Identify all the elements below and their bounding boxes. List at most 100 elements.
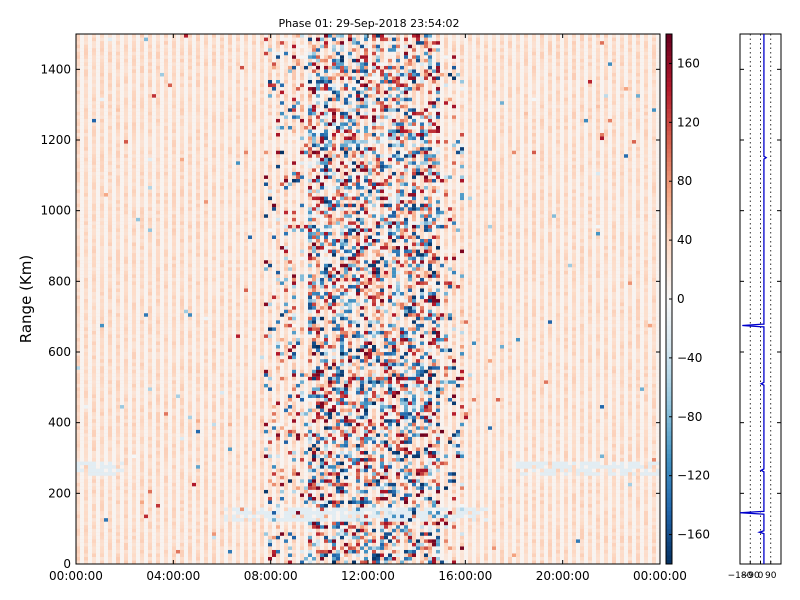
heatmap-cell [164,291,169,296]
heatmap-cell [156,235,161,239]
heatmap-cell [148,560,153,565]
heatmap-cell [76,330,81,335]
heatmap-cell [136,249,141,254]
heatmap-cell [156,518,161,522]
heatmap-cell [128,472,133,476]
heatmap-cell [120,214,125,218]
heatmap-cell [104,122,109,126]
heatmap-cell [92,450,97,455]
heatmap-cell [80,521,85,526]
heatmap-cell [168,83,173,88]
heatmap-cell [188,185,193,190]
heatmap-cell [156,132,161,137]
heatmap-cell [184,76,189,80]
heatmap-cell [144,48,149,52]
heatmap-cell [144,101,149,105]
heatmap-cell [164,433,169,437]
heatmap-cell [100,475,105,480]
heatmap-cell [204,546,209,550]
heatmap-cell [196,111,201,116]
heatmap-cell [92,125,97,130]
heatmap-cell [160,422,165,427]
heatmap-cell [176,115,181,119]
heatmap-cell [172,309,177,314]
heatmap-cell [112,546,117,550]
heatmap-cell [204,108,209,112]
heatmap-cell [136,429,141,434]
heatmap-cell [128,200,133,204]
heatmap-cell [96,489,101,494]
heatmap-cell [108,62,113,66]
heatmap-cell [140,426,145,430]
heatmap-cell [200,72,205,77]
heatmap-cell [92,465,97,469]
heatmap-cell [80,330,85,335]
heatmap-cell [172,433,177,437]
heatmap-cell [76,337,81,342]
heatmap-cell [184,263,189,268]
heatmap-cell [180,37,185,42]
heatmap-cell [108,115,113,119]
heatmap-cell [120,193,125,197]
heatmap-cell [204,196,209,201]
heatmap-cell [96,171,101,176]
heatmap-cell [88,443,93,448]
heatmap-cell [92,507,97,512]
heatmap-cell [164,405,169,409]
heatmap-cell [104,503,109,508]
heatmap-cell [192,387,197,391]
heatmap-cell [128,154,133,158]
heatmap-cell [144,97,149,102]
heatmap-cell [176,320,181,324]
heatmap-cell [96,83,101,88]
heatmap-cell [92,341,97,345]
heatmap-cell [120,546,125,550]
heatmap-cell [172,366,177,370]
heatmap-cell [84,136,89,141]
heatmap-cell [184,316,189,321]
heatmap-cell [172,440,177,444]
heatmap-cell [204,316,209,321]
heatmap-cell [168,253,173,257]
heatmap-cell [172,168,177,172]
heatmap-cell [92,203,97,208]
heatmap-cell [100,62,105,66]
heatmap-cell [120,472,125,476]
heatmap-cell [104,235,109,239]
heatmap-cell [84,185,89,190]
heatmap-cell [164,496,169,501]
heatmap-cell [148,433,153,437]
heatmap-cell [184,472,189,476]
heatmap-cell [136,440,141,444]
heatmap-cell [204,468,209,473]
heatmap-cell [88,394,93,398]
heatmap-cell [196,535,201,540]
heatmap-cell [116,383,121,388]
heatmap-cell [196,458,201,462]
heatmap-cell [124,83,129,88]
heatmap-cell [84,256,89,261]
heatmap-cell [172,115,177,119]
heatmap-cell [148,352,153,356]
heatmap-cell [160,37,165,42]
heatmap-cell [152,355,157,360]
heatmap-cell [200,267,205,271]
heatmap-cell [140,55,145,59]
heatmap-cell [152,426,157,430]
heatmap-cell [188,79,193,84]
heatmap-cell [200,90,205,95]
heatmap-cell [80,281,85,285]
heatmap-cell [196,433,201,437]
heatmap-cell [148,108,153,112]
heatmap-cell [144,454,149,459]
heatmap-cell [132,532,137,536]
heatmap-cell [148,355,153,360]
heatmap-cell [164,83,169,88]
heatmap-cell [188,171,193,176]
heatmap-cell [160,369,165,374]
heatmap-cell [96,426,101,430]
heatmap-cell [164,412,169,416]
heatmap-cell [84,341,89,345]
heatmap-cell [192,366,197,370]
heatmap-cell [160,214,165,218]
